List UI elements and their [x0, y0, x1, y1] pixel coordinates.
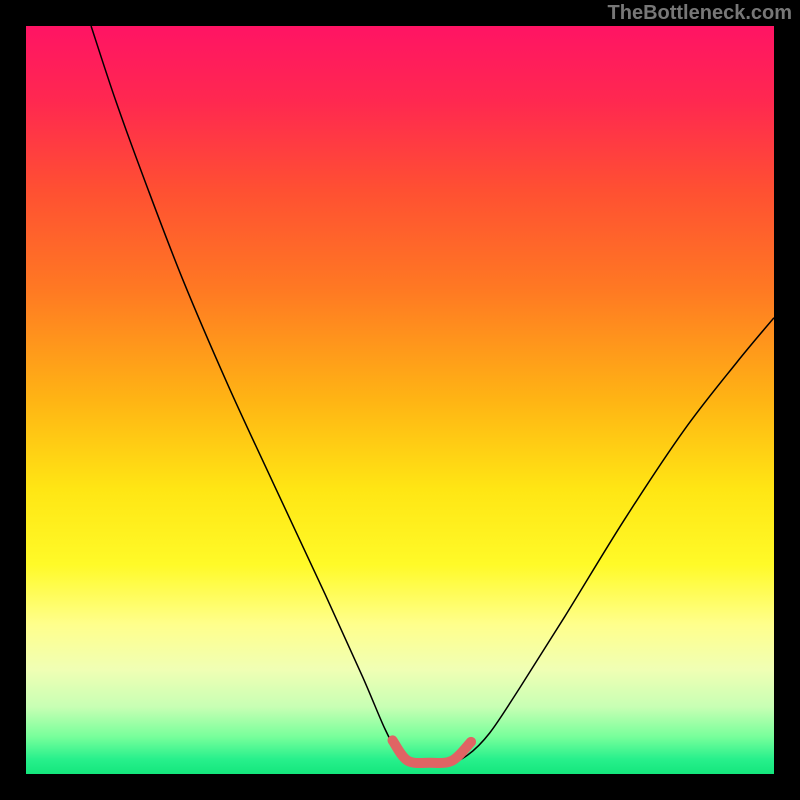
bottleneck-chart: TheBottleneck.com — [0, 0, 800, 800]
chart-background — [26, 26, 774, 774]
source-watermark: TheBottleneck.com — [608, 2, 792, 25]
chart-canvas — [0, 0, 800, 800]
